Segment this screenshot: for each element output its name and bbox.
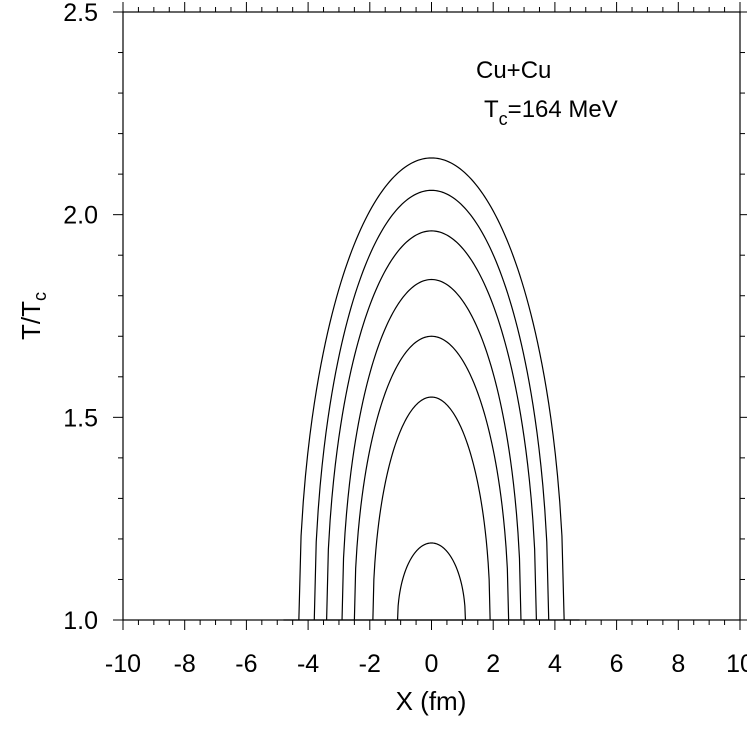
plot-frame	[122, 11, 741, 621]
annotation-system: Cu+Cu	[476, 57, 551, 84]
y-axis-label-sub: c	[30, 292, 50, 301]
series-line-1	[298, 157, 565, 621]
x-tick-labels: -10 -8 -6 -4 -2 0 2 4 6 8 10	[105, 650, 747, 678]
series-line-5	[353, 335, 510, 621]
x-tick-label: 4	[548, 650, 562, 678]
series-line-7	[396, 542, 467, 621]
annotation-tc: Tc=164 MeV	[484, 96, 618, 129]
series-line-2	[313, 189, 550, 621]
x-tick-label: 10	[726, 650, 747, 678]
y-tick-label: 1.5	[63, 404, 98, 432]
x-tick-label: -8	[174, 650, 196, 678]
x-tick-label: -10	[105, 650, 141, 678]
x-tick-label: 6	[610, 650, 624, 678]
x-tick-label: 2	[486, 650, 500, 678]
y-tick-label: 1.0	[63, 607, 98, 635]
series-line-3	[326, 230, 537, 621]
x-tick-label: 8	[671, 650, 685, 678]
y-tick-labels: 1.0 1.5 2.0 2.5	[63, 0, 98, 635]
x-tick-label: -2	[359, 650, 381, 678]
annotation-tc-main: T	[484, 96, 499, 123]
curves-group	[283, 157, 580, 621]
annotation-tc-value: =164 MeV	[508, 96, 618, 123]
x-tick-label: -6	[235, 650, 257, 678]
y-axis-label-main: T/T	[16, 301, 46, 340]
series-line-6	[372, 396, 491, 621]
y-tick-label: 2.0	[63, 202, 98, 230]
x-tick-label: 0	[425, 650, 439, 678]
y-axis-label: T/Tc	[16, 292, 50, 340]
y-tick-label: 2.5	[63, 0, 98, 27]
annotation-tc-sub: c	[499, 109, 508, 129]
ticks-group	[113, 2, 747, 630]
x-axis-label: X (fm)	[396, 686, 467, 716]
series-line-4	[341, 278, 522, 621]
x-tick-label: -4	[297, 650, 319, 678]
